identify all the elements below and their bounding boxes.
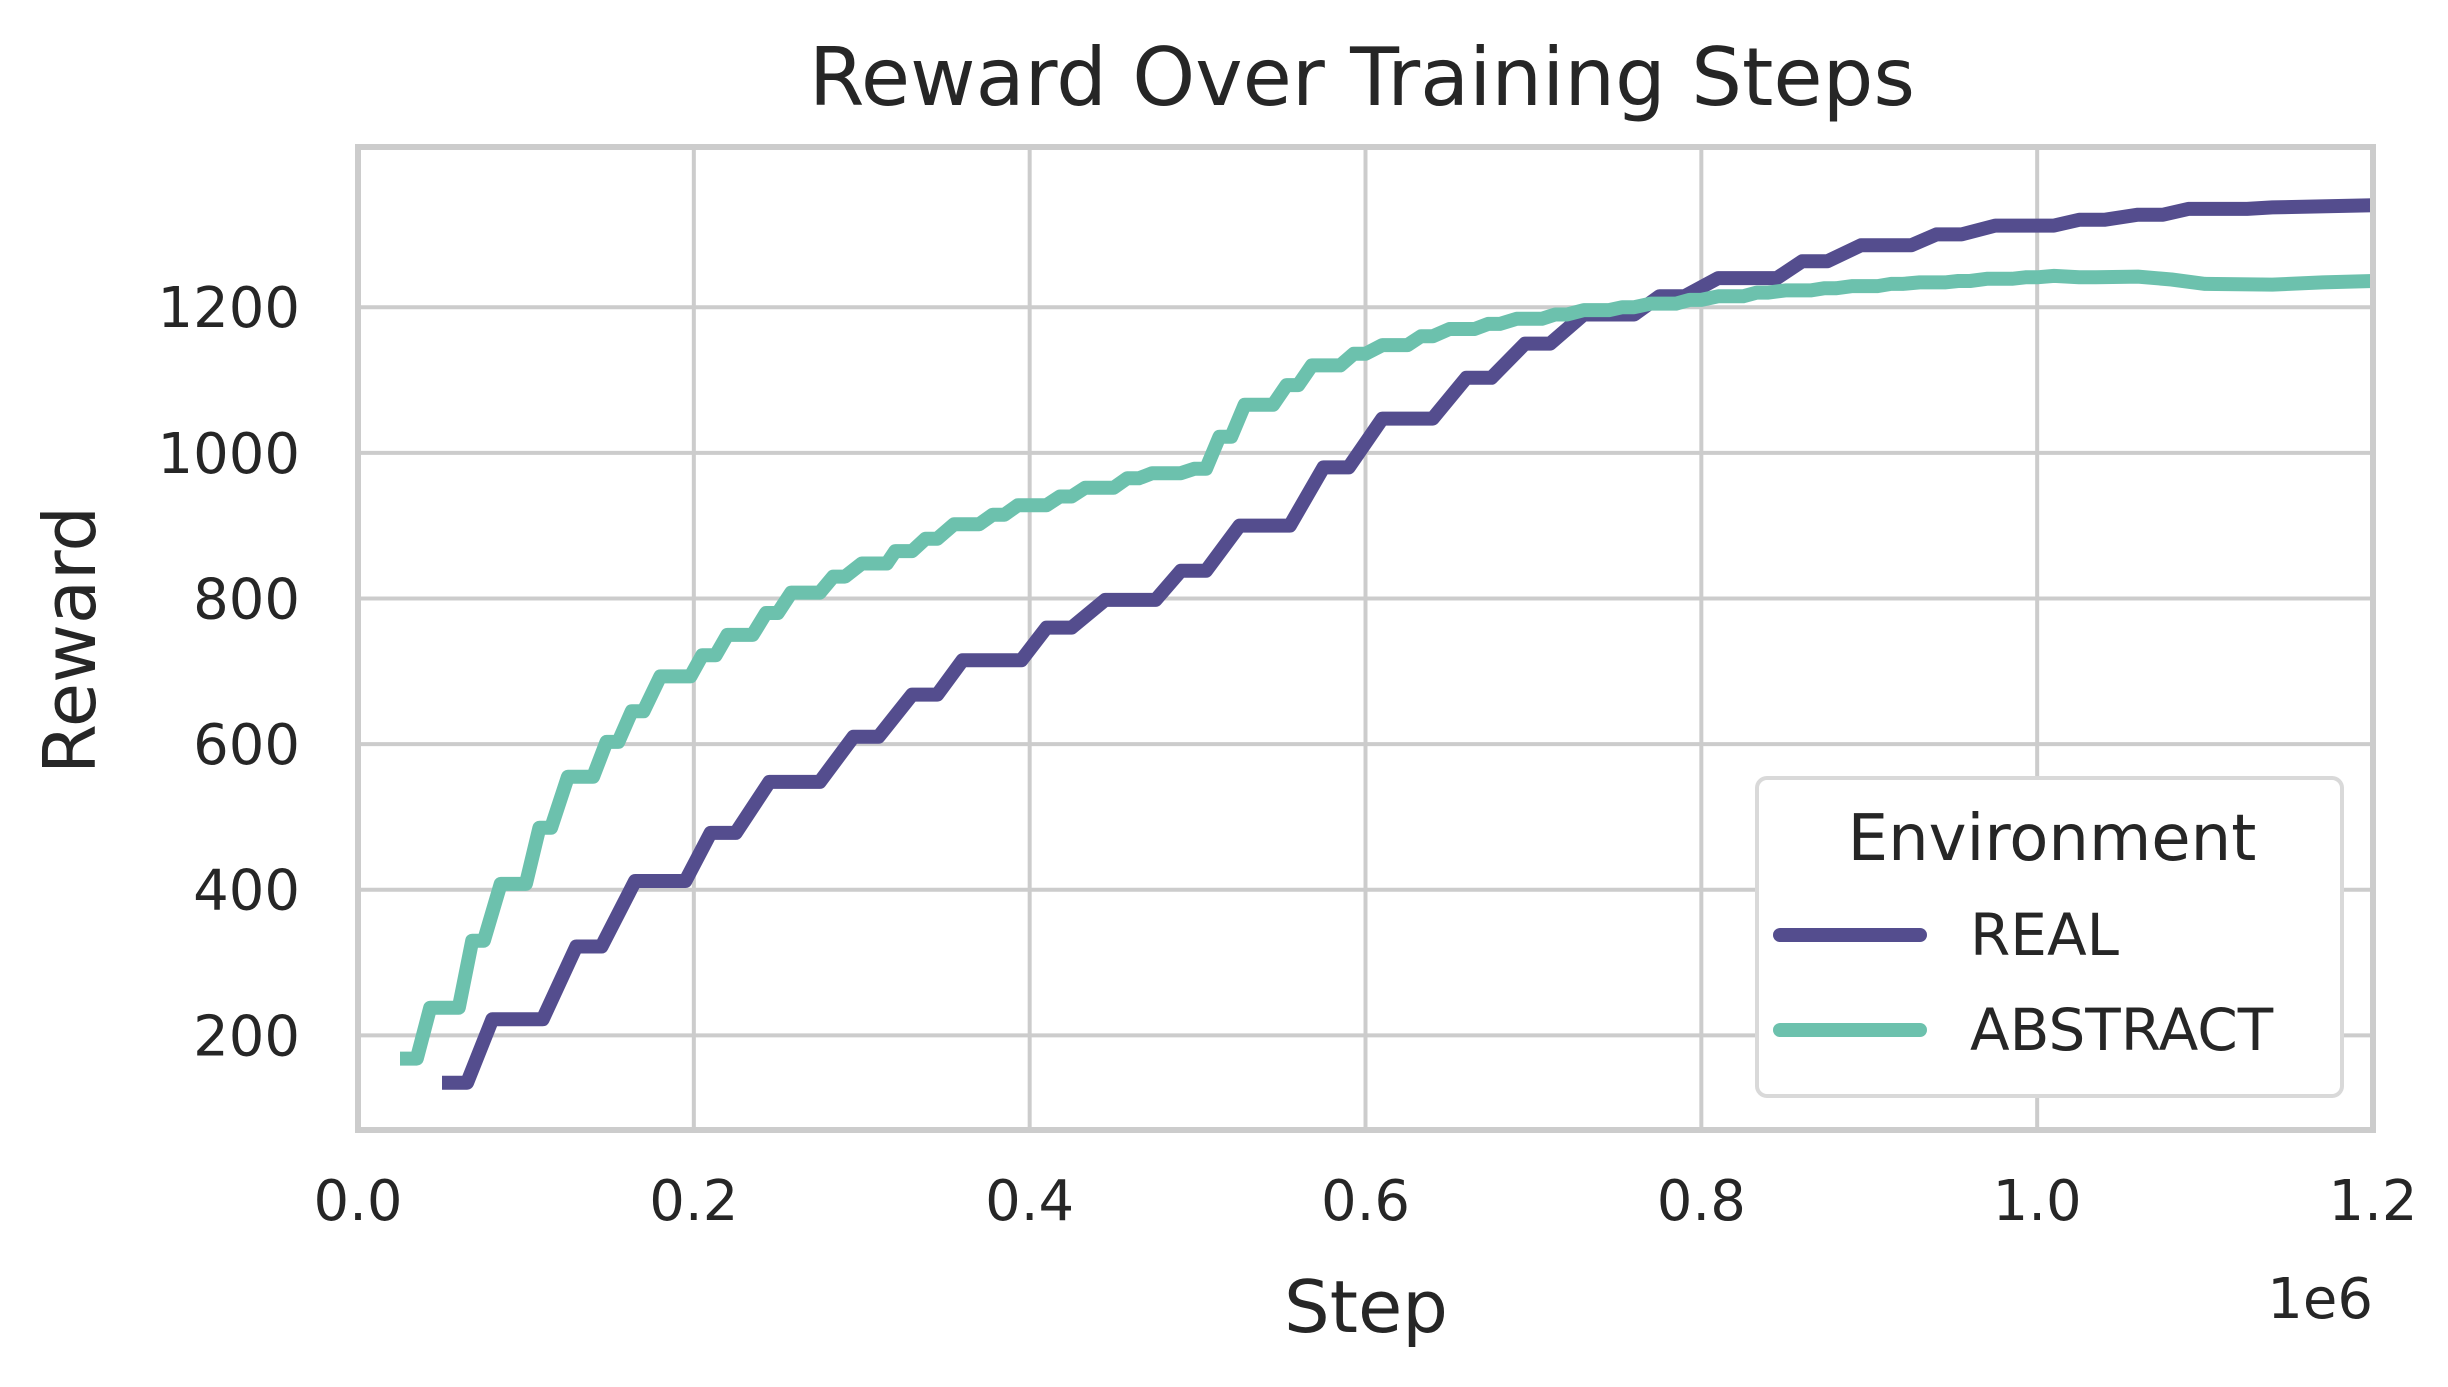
x-axis-ticks: 0.0 0.2 0.4 0.6 0.8 1.0 1.2 <box>313 1169 2417 1234</box>
y-tick-label: 1000 <box>157 422 300 487</box>
x-axis-offset-label: 1e6 <box>2267 1267 2373 1332</box>
y-tick-label: 400 <box>193 859 300 924</box>
x-tick-label: 1.2 <box>2328 1169 2417 1234</box>
y-tick-label: 600 <box>193 713 300 778</box>
x-tick-label: 0.2 <box>649 1169 738 1234</box>
series-line-real <box>442 198 2374 1090</box>
x-tick-label: 0.8 <box>1657 1169 1746 1234</box>
plot-frame <box>355 144 2376 1133</box>
legend-label-real: REAL <box>1970 901 2119 969</box>
x-tick-label: 0.6 <box>1321 1169 1410 1234</box>
x-tick-label: 0.0 <box>313 1169 402 1234</box>
series-line-abstract <box>400 268 2374 1066</box>
x-tick-label: 0.4 <box>985 1169 1074 1234</box>
grid-lines <box>356 147 2375 1130</box>
y-tick-label: 200 <box>193 1004 300 1069</box>
chart-title: Reward Over Training Steps <box>809 31 1915 124</box>
y-axis-label: Reward <box>28 506 112 774</box>
legend-label-abstract: ABSTRACT <box>1970 996 2274 1064</box>
x-tick-label: 1.0 <box>1993 1169 2082 1234</box>
y-tick-label: 1200 <box>157 276 300 341</box>
y-axis-ticks: 200 400 600 800 1000 1200 <box>157 276 300 1069</box>
legend-box <box>1755 776 2344 1098</box>
series-lines <box>400 198 2374 1090</box>
legend: Environment REAL ABSTRACT <box>1755 776 2344 1098</box>
x-axis-label: Step <box>1284 1265 1448 1349</box>
legend-title: Environment <box>1848 802 2257 876</box>
y-tick-label: 800 <box>193 567 300 632</box>
